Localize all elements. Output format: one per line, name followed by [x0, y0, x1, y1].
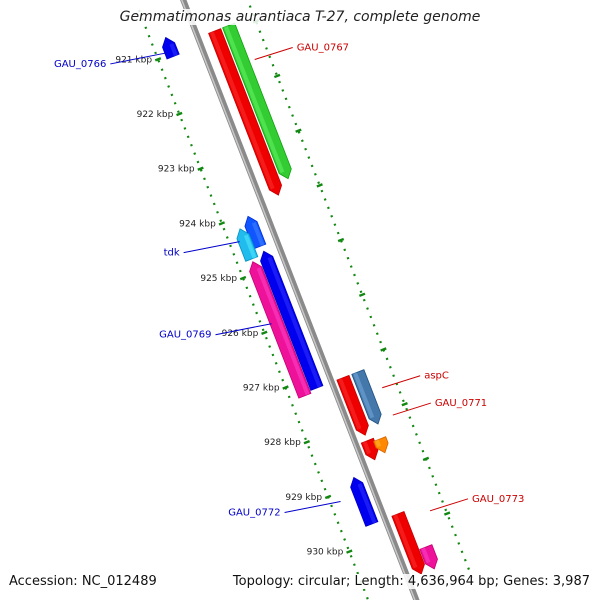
gene-arrow-gau_0769: [249, 261, 312, 399]
gene-label-gau_0769[interactable]: GAU_0769: [159, 330, 211, 341]
gene-arrow-shine: [393, 514, 418, 569]
gene-arrow-shine: [210, 31, 275, 190]
label-leader-line: [392, 402, 431, 416]
major-tick: [176, 111, 183, 117]
label-leader-line: [382, 375, 421, 389]
gene-arrow-tdk: [236, 228, 259, 262]
gene-label-gau_0771[interactable]: GAU_0771: [435, 398, 487, 409]
major-tick: [273, 73, 281, 79]
tick-layer: 921 kbp 922 kbp 923 kbp 924 kbp 925 kbp 926 k…: [115, 0, 474, 600]
gene-arrow-gau_0772: [350, 476, 379, 527]
backbone-layer: [180, 0, 420, 600]
gene-arrow-shine: [421, 547, 431, 564]
label-leader-line: [284, 500, 341, 513]
ruler-left: [137, 9, 370, 600]
major-tick: [358, 292, 366, 297]
major-tick: [197, 166, 204, 171]
gene-arrow-gau_0771: [360, 437, 379, 461]
gene-arrow-tdk: [244, 215, 267, 250]
gene-label-gau_0772[interactable]: GAU_0772: [228, 507, 280, 518]
gene-arrow-aspc: [336, 374, 369, 436]
gene-label-gau_0766[interactable]: GAU_0766: [54, 59, 106, 70]
tick-label: 923 kbp: [158, 165, 195, 175]
gene-arrow-shine: [375, 439, 382, 448]
major-tick: [401, 401, 408, 407]
major-tick: [337, 237, 345, 243]
major-tick: [380, 347, 387, 352]
gene-label-tdk[interactable]: tdk: [164, 248, 180, 259]
map-title: Gemmatimonas aurantiaca T-27, complete g…: [0, 9, 600, 25]
tick-label: 926 kbp: [222, 329, 259, 339]
gene-arrow-shine: [251, 222, 265, 247]
major-tick: [316, 183, 323, 188]
gene-label-gau_0773[interactable]: GAU_0773: [472, 494, 524, 505]
gene-arrow-shine: [243, 234, 257, 259]
major-tick: [346, 549, 353, 554]
gene-arrow-gau_0766: [162, 36, 180, 60]
gene-arrow-gau_0773: [419, 544, 438, 570]
ruler-right: [246, 0, 474, 580]
gene-arrow-shine: [256, 267, 310, 396]
gene-arrow-gau_0767: [208, 28, 283, 196]
gene-arrow-shine: [338, 378, 362, 430]
gene-arrow-shine: [362, 441, 371, 455]
label-leader-line: [429, 498, 469, 512]
tick-label: 921 kbp: [115, 55, 152, 65]
major-tick: [303, 439, 311, 445]
tick-label: 927 kbp: [243, 383, 280, 393]
topology-text: Topology: circular; Length: 4,636,964 bp…: [232, 574, 590, 589]
major-tick: [295, 128, 302, 133]
tick-label: 922 kbp: [137, 110, 174, 120]
label-leader-line: [183, 241, 240, 254]
tick-label: 930 kbp: [307, 548, 344, 558]
tick-label: 929 kbp: [285, 493, 322, 503]
tick-label: 928 kbp: [264, 438, 301, 448]
label-leader-line: [110, 52, 167, 65]
accession-text: Accession: NC_012489: [9, 574, 157, 589]
tick-label: 924 kbp: [179, 219, 216, 229]
gene-arrow-shine: [267, 256, 322, 388]
major-tick: [282, 385, 289, 390]
major-tick: [443, 511, 451, 516]
label-leader-line: [254, 47, 293, 61]
genome-backbone: [180, 0, 420, 600]
major-tick: [218, 221, 226, 226]
gene-arrow-gau_0771: [373, 436, 389, 454]
gene-arrow-aspc: [351, 369, 382, 425]
major-tick: [261, 330, 268, 336]
major-tick: [422, 456, 430, 462]
gene-label-aspc[interactable]: aspC: [424, 371, 449, 382]
tick-label: 925 kbp: [200, 274, 237, 284]
gene-arrow-gau_0773: [391, 510, 425, 575]
genome-backbone-highlight: [180, 0, 416, 600]
major-tick: [239, 275, 247, 281]
gene-arrow-shine: [169, 43, 178, 57]
gene-arrow-shine: [224, 25, 285, 174]
gene-arrow-gau_0769: [260, 250, 324, 391]
major-tick: [154, 57, 162, 62]
gene-arrow-shine: [357, 483, 377, 524]
gene-label-gau_0767[interactable]: GAU_0767: [297, 43, 349, 54]
gene-arrow-shine: [353, 372, 375, 419]
label-leader-line: [215, 323, 272, 336]
gene-layer: [162, 22, 438, 575]
major-tick: [324, 494, 332, 500]
